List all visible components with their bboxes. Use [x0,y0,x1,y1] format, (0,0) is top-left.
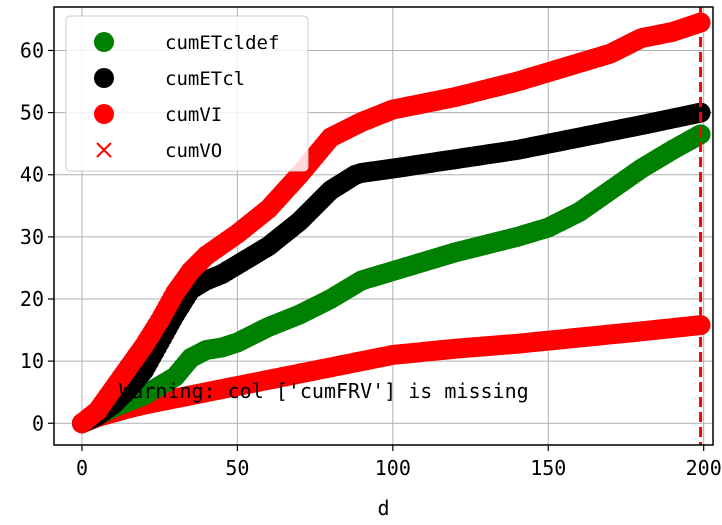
legend-marker [94,68,114,88]
y-tick-label: 40 [20,163,44,187]
legend-label: cumVI [165,104,222,126]
x-tick-label: 0 [76,456,88,480]
data-point-fill [688,103,708,123]
x-axis: 0 50 100 150 200 [76,445,722,480]
x-tick-label: 50 [225,456,249,480]
legend: cumETcldef cumETcl cumVI cumVO [66,16,308,171]
y-tick-label: 20 [20,287,44,311]
legend-label: cumETcldef [165,32,279,54]
y-tick-label: 50 [20,101,44,125]
y-tick-label: 60 [20,38,44,62]
x-tick-label: 200 [686,456,722,480]
x-axis-label: d [377,496,389,520]
data-point-fill [688,13,708,33]
data-point-fill [688,126,708,146]
x-tick-label: 150 [530,456,566,480]
legend-marker [94,104,114,124]
legend-marker [94,32,114,52]
y-axis: 0 10 20 30 40 50 60 [20,38,54,435]
annotation-layer: Warning: col ['cumFRV'] is missing [119,379,528,403]
y-tick-label: 10 [20,349,44,373]
y-tick-label: 0 [32,411,44,435]
x-tick-label: 100 [375,456,411,480]
y-tick-label: 30 [20,225,44,249]
legend-label: cumVO [165,140,222,162]
warning-annotation: Warning: col ['cumFRV'] is missing [119,379,528,403]
legend-label: cumETcl [165,68,245,90]
